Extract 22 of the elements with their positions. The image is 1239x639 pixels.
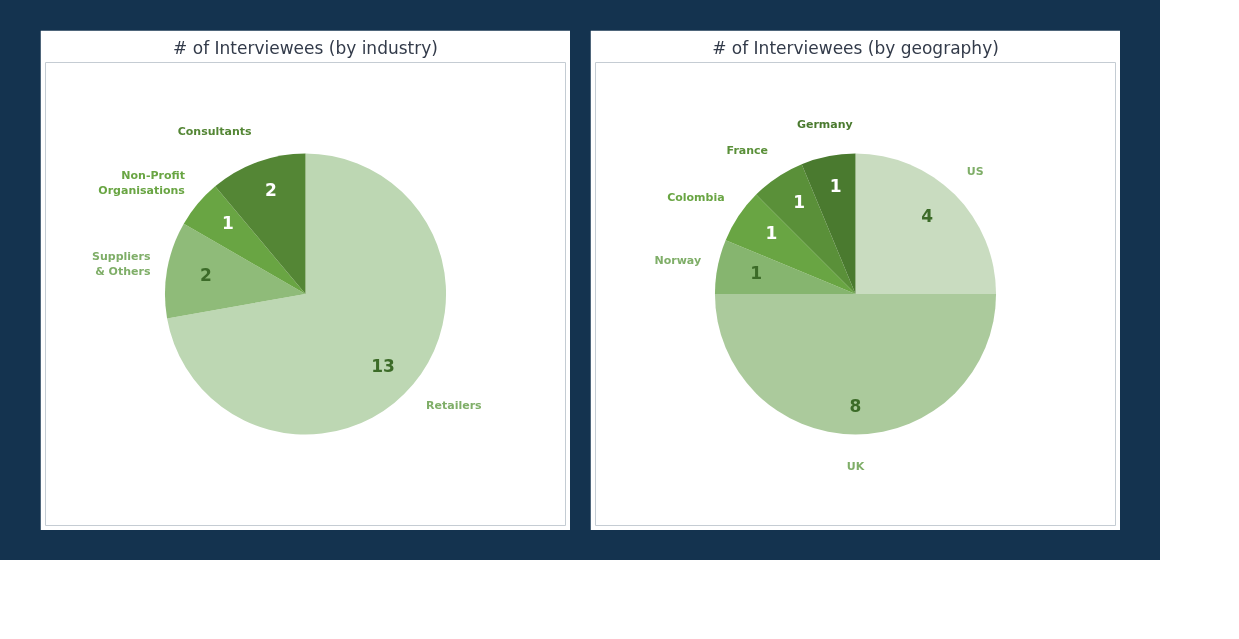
data-label: 1: [750, 262, 763, 283]
data-label: 8: [849, 395, 862, 416]
slice-label: Norway: [654, 253, 702, 267]
slice-label: Colombia: [667, 191, 725, 205]
data-label: 2: [264, 180, 277, 201]
data-label: 1: [222, 213, 234, 234]
data-label: 1: [793, 192, 806, 213]
data-label: 4: [921, 205, 934, 226]
chart-title: # of Interviewees (by industry): [173, 37, 438, 58]
slice-label: Retailers: [426, 398, 483, 412]
data-label: 1: [765, 222, 778, 243]
slice-label: Consultants: [177, 125, 253, 139]
data-label: 13: [371, 355, 395, 376]
slice-label: Suppliers & Others: [92, 249, 151, 279]
chart-title: # of Interviewees (by geography): [712, 37, 999, 58]
data-label: 2: [199, 265, 212, 286]
slice-label: US: [966, 165, 984, 179]
slice-label: UK: [846, 460, 865, 474]
slice-label: Non-Profit Organisations: [98, 168, 186, 198]
slice-label: Germany: [796, 117, 853, 131]
data-label: 1: [829, 175, 842, 196]
slice-label: France: [726, 143, 769, 157]
